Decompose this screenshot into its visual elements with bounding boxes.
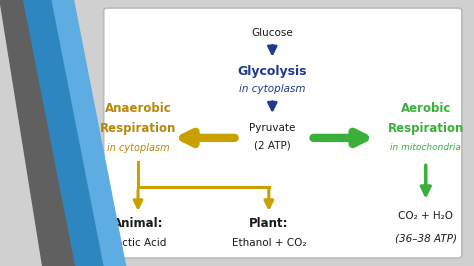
Text: CO₂ + H₂O: CO₂ + H₂O bbox=[398, 211, 453, 221]
Text: (36–38 ATP): (36–38 ATP) bbox=[395, 233, 457, 243]
Text: in cytoplasm: in cytoplasm bbox=[107, 143, 169, 153]
Text: Glucose: Glucose bbox=[251, 28, 293, 38]
Text: Animal:: Animal: bbox=[113, 217, 164, 230]
FancyBboxPatch shape bbox=[104, 8, 462, 258]
Text: Respiration: Respiration bbox=[388, 122, 464, 135]
Text: Plant:: Plant: bbox=[249, 217, 289, 230]
Text: in cytoplasm: in cytoplasm bbox=[239, 84, 306, 94]
Text: Aerobic: Aerobic bbox=[401, 102, 451, 115]
Text: (2 ATP): (2 ATP) bbox=[254, 140, 291, 150]
Text: Pyruvate: Pyruvate bbox=[249, 123, 295, 133]
Text: Ethanol + CO₂: Ethanol + CO₂ bbox=[232, 238, 306, 248]
Text: in mitochondria: in mitochondria bbox=[390, 143, 461, 152]
Text: Glycolysis: Glycolysis bbox=[237, 65, 307, 78]
Text: Lactic Acid: Lactic Acid bbox=[110, 238, 166, 248]
Text: Anaerobic: Anaerobic bbox=[105, 102, 172, 115]
Text: Respiration: Respiration bbox=[100, 122, 176, 135]
